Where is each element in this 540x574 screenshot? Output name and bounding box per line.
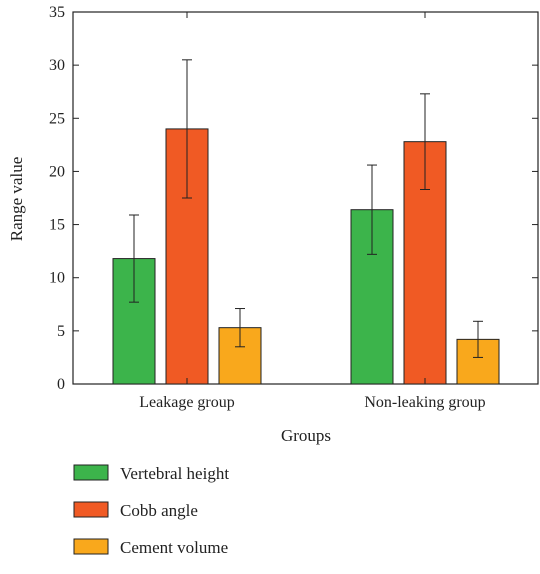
x-axis-title: Groups	[281, 426, 331, 445]
legend-label: Vertebral height	[120, 464, 229, 483]
plot-frame	[72, 11, 539, 385]
bar	[112, 258, 156, 385]
legend-swatch	[73, 464, 109, 481]
y-tick-label: 30	[49, 57, 65, 74]
x-tick-label: Non-leaking group	[364, 394, 485, 411]
x-tick-label: Leakage group	[139, 394, 235, 411]
legend-label: Cobb angle	[120, 501, 198, 520]
y-tick-label: 5	[57, 323, 65, 340]
y-axis-title: Range value	[7, 157, 26, 242]
y-tick-label: 35	[49, 4, 65, 21]
y-tick-label: 0	[57, 376, 65, 393]
y-tick-label: 25	[49, 110, 65, 127]
y-tick-label: 15	[49, 217, 65, 234]
y-tick-label: 20	[49, 163, 65, 180]
legend-label: Cement volume	[120, 538, 228, 557]
y-tick-label: 10	[49, 270, 65, 287]
legend-swatch	[73, 501, 109, 518]
legend-swatch	[73, 538, 109, 555]
